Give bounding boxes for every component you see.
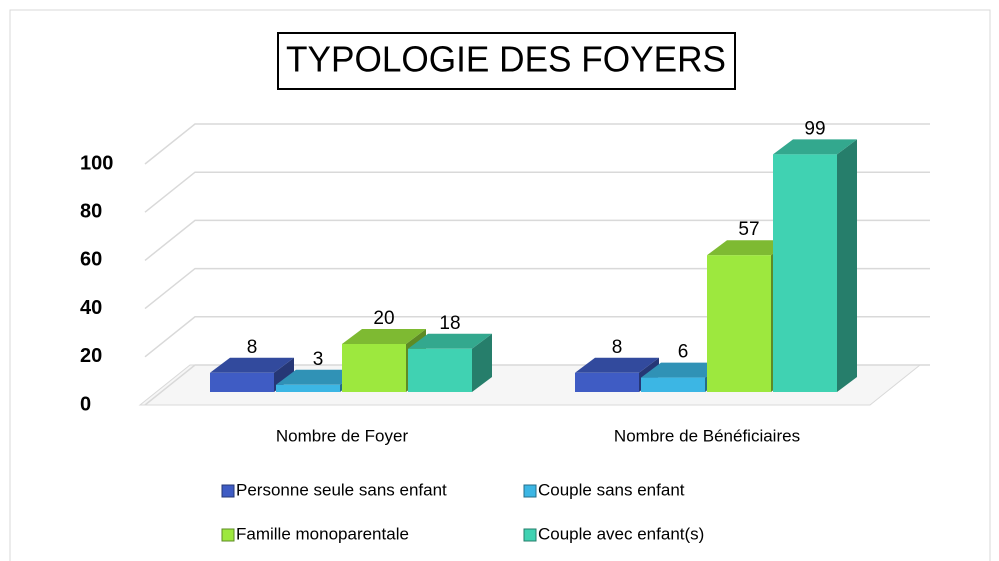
- bar: [210, 372, 274, 392]
- bar: [342, 344, 406, 392]
- y-tick-label: 60: [80, 249, 102, 271]
- legend-label: Famille monoparentale: [236, 524, 409, 543]
- y-tick-label: 20: [80, 345, 102, 367]
- y-tick-label: 100: [80, 152, 113, 174]
- bar: [641, 377, 705, 392]
- title-box: [277, 32, 736, 90]
- y-tick-label: 40: [80, 297, 102, 319]
- legend-swatch: [221, 528, 235, 542]
- bar: [575, 372, 639, 392]
- value-label: 99: [804, 118, 825, 139]
- legend-swatch: [523, 484, 537, 498]
- bar-top: [707, 240, 791, 256]
- bar-side: [472, 333, 492, 392]
- bar-top: [773, 139, 857, 155]
- value-label: 20: [373, 308, 394, 329]
- x-tick-label: Nombre de Bénéficiaires: [614, 426, 800, 445]
- chart-title: TYPOLOGIE DES FOYERS: [286, 39, 726, 80]
- legend-swatch: [221, 484, 235, 498]
- value-label: 8: [247, 337, 258, 358]
- bar: [707, 255, 771, 392]
- bar-top: [276, 369, 360, 385]
- grid-line: [144, 171, 930, 213]
- value-label: 57: [738, 219, 759, 240]
- bar-top: [641, 362, 725, 378]
- y-tick-label: 0: [80, 393, 91, 415]
- y-tick-label: 80: [80, 200, 102, 222]
- bar-top: [575, 357, 659, 373]
- bar-top: [408, 333, 492, 349]
- value-label: 3: [313, 349, 324, 370]
- bar: [408, 348, 472, 392]
- bar-side: [837, 139, 857, 392]
- legend-swatch: [523, 528, 537, 542]
- legend-label: Couple sans enfant: [538, 480, 685, 499]
- legend-label: Personne seule sans enfant: [236, 480, 447, 499]
- x-tick-label: Nombre de Foyer: [276, 426, 409, 445]
- grid-line: [144, 123, 930, 165]
- bar: [773, 154, 837, 392]
- value-label: 18: [439, 313, 460, 334]
- legend-label: Couple avec enfant(s): [538, 524, 704, 543]
- bar: [276, 384, 340, 392]
- bar-top: [342, 329, 426, 344]
- grid-line: [144, 267, 930, 310]
- bar-top: [210, 357, 294, 373]
- value-label: 8: [612, 337, 623, 358]
- grid-line: [144, 316, 930, 358]
- grid-line: [144, 219, 930, 261]
- value-label: 6: [678, 342, 689, 363]
